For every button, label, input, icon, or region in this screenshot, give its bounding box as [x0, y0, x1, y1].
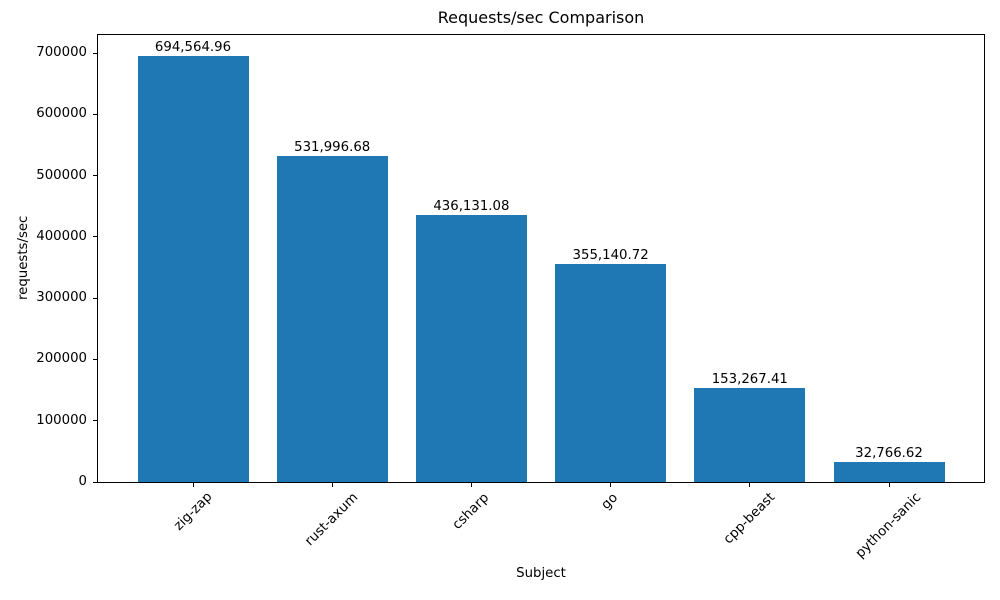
bar — [137, 56, 249, 483]
plot-area — [97, 34, 985, 483]
y-tick-mark — [93, 358, 97, 360]
bar-value-label: 32,766.62 — [855, 445, 923, 461]
y-tick-label: 100000 — [36, 412, 87, 428]
bar-value-label: 531,996.68 — [294, 139, 371, 155]
bar — [833, 461, 945, 483]
y-tick-label: 500000 — [36, 167, 87, 183]
x-tick-label: go — [598, 490, 622, 513]
x-tick-label: csharp — [449, 490, 493, 533]
x-tick-label: zig-zap — [170, 489, 215, 535]
x-tick-label: rust-axum — [302, 489, 362, 549]
y-tick-mark — [93, 236, 97, 238]
y-axis-label: requests/sec — [16, 215, 31, 300]
y-tick-mark — [93, 175, 97, 176]
y-tick-mark — [93, 52, 97, 54]
y-tick-label: 400000 — [36, 228, 87, 244]
bar-value-label: 436,131.08 — [433, 198, 510, 214]
y-tick-label: 600000 — [36, 106, 87, 122]
y-tick-mark — [93, 113, 97, 115]
y-tick-label: 200000 — [36, 351, 87, 367]
y-tick-mark — [93, 297, 97, 299]
y-tick-mark — [93, 481, 97, 483]
y-tick-label: 700000 — [36, 45, 87, 60]
x-tick-mark — [888, 483, 890, 487]
x-axis-label: Subject — [516, 566, 566, 581]
bar-value-label: 153,267.41 — [711, 372, 788, 388]
chart-title: Requests/sec Comparison — [437, 8, 645, 27]
x-tick-label: python-sanic — [852, 490, 925, 562]
x-tick-mark — [192, 483, 194, 487]
bar — [555, 264, 667, 483]
y-tick-label: 300000 — [36, 290, 87, 306]
bar — [276, 155, 388, 483]
y-tick-label: 0 — [78, 474, 87, 489]
bar — [415, 214, 527, 483]
x-tick-mark — [331, 483, 333, 487]
x-tick-mark — [749, 483, 751, 487]
bar-value-label: 694,564.96 — [154, 40, 232, 56]
y-tick-mark — [93, 420, 97, 422]
x-tick-mark — [470, 483, 472, 487]
bar — [694, 388, 806, 483]
x-tick-mark — [610, 483, 612, 487]
x-tick-label: cpp-beast — [720, 490, 779, 548]
bar-value-label: 355,140.72 — [572, 248, 649, 264]
